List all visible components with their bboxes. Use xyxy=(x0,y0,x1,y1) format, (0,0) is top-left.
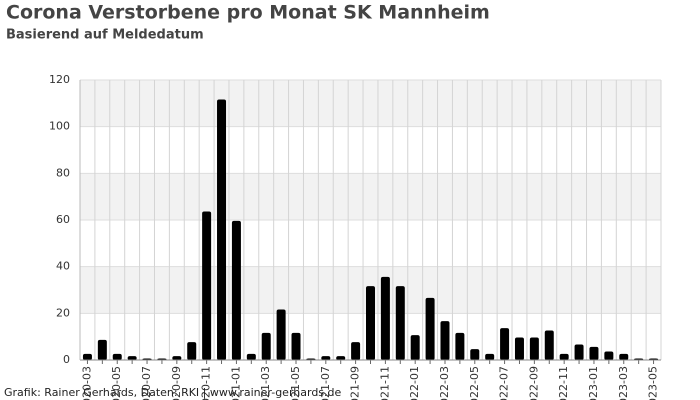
bar xyxy=(82,353,92,360)
bar xyxy=(187,342,197,360)
bar xyxy=(604,351,614,360)
bar xyxy=(559,353,569,360)
bar xyxy=(470,349,480,360)
grid-band xyxy=(80,80,661,127)
plot-area: 0 20 40 60 80 100 120 2020-03 2020-05 2020-07 2020… xyxy=(49,73,662,400)
x-tick-label: 2022-01 xyxy=(408,366,421,400)
grid-band xyxy=(80,173,661,220)
bar xyxy=(500,328,510,360)
y-tick-label: 120 xyxy=(49,73,70,86)
x-tick-label: 2021-03 xyxy=(259,366,272,400)
bar xyxy=(529,337,539,360)
y-tick-label: 100 xyxy=(49,120,70,133)
x-tick-label: 2020-11 xyxy=(200,366,213,400)
bar xyxy=(231,220,241,360)
bar xyxy=(321,356,331,360)
x-tick-label: 2023-05 xyxy=(647,366,660,400)
x-tick-label: 2022-11 xyxy=(557,366,570,400)
x-tick-label: 2020-05 xyxy=(110,366,123,400)
bar xyxy=(455,332,465,360)
x-tick-label: 2022-03 xyxy=(438,366,451,400)
bar xyxy=(485,353,495,360)
bar xyxy=(291,332,301,360)
bar xyxy=(246,353,256,360)
bar xyxy=(336,356,346,360)
bar xyxy=(440,321,450,360)
bar xyxy=(574,344,584,360)
x-tick-label: 2021-09 xyxy=(349,366,362,400)
x-tick-label: 2021-01 xyxy=(229,366,242,400)
bar xyxy=(276,309,286,360)
x-tick-label: 2023-03 xyxy=(617,366,630,400)
x-tick-label: 2020-07 xyxy=(140,366,153,400)
x-tick-label: 2022-05 xyxy=(468,366,481,400)
y-tick-label: 0 xyxy=(63,353,70,366)
bar xyxy=(410,335,420,360)
x-tick-label: 2021-07 xyxy=(319,366,332,400)
bar xyxy=(351,342,361,360)
bar xyxy=(127,356,137,360)
x-tick-label: 2021-05 xyxy=(289,366,302,400)
bar xyxy=(366,286,375,360)
bar xyxy=(544,330,554,360)
bar xyxy=(97,339,107,360)
footer: Grafik: Rainer Gerhards, Daten: RKI | ww… xyxy=(4,386,342,399)
x-tick-label: 2022-09 xyxy=(527,366,540,400)
y-tick-label: 20 xyxy=(56,306,70,319)
bar xyxy=(619,353,629,360)
x-tick-label: 2022-07 xyxy=(498,366,511,400)
bar xyxy=(261,332,271,360)
y-tick-label: 60 xyxy=(56,213,70,226)
bar xyxy=(112,353,122,360)
y-tick-label: 40 xyxy=(56,260,70,273)
x-tick-label: 2020-09 xyxy=(170,366,183,400)
x-tick-label: 2020-03 xyxy=(80,366,93,400)
bar xyxy=(589,346,599,360)
bar xyxy=(425,297,435,360)
bar xyxy=(172,356,182,360)
x-tick-label: 2023-01 xyxy=(587,366,600,400)
x-tick-label: 2021-11 xyxy=(378,366,391,400)
bar xyxy=(202,211,212,360)
bar xyxy=(514,337,524,360)
bar xyxy=(395,286,405,360)
chart-subtitle: Basierend auf Meldedatum xyxy=(6,28,204,43)
bar xyxy=(380,276,390,360)
bar xyxy=(217,99,227,360)
chart-title: Corona Verstorbene pro Monat SK Mannheim xyxy=(6,2,490,24)
y-tick-label: 80 xyxy=(56,166,70,179)
